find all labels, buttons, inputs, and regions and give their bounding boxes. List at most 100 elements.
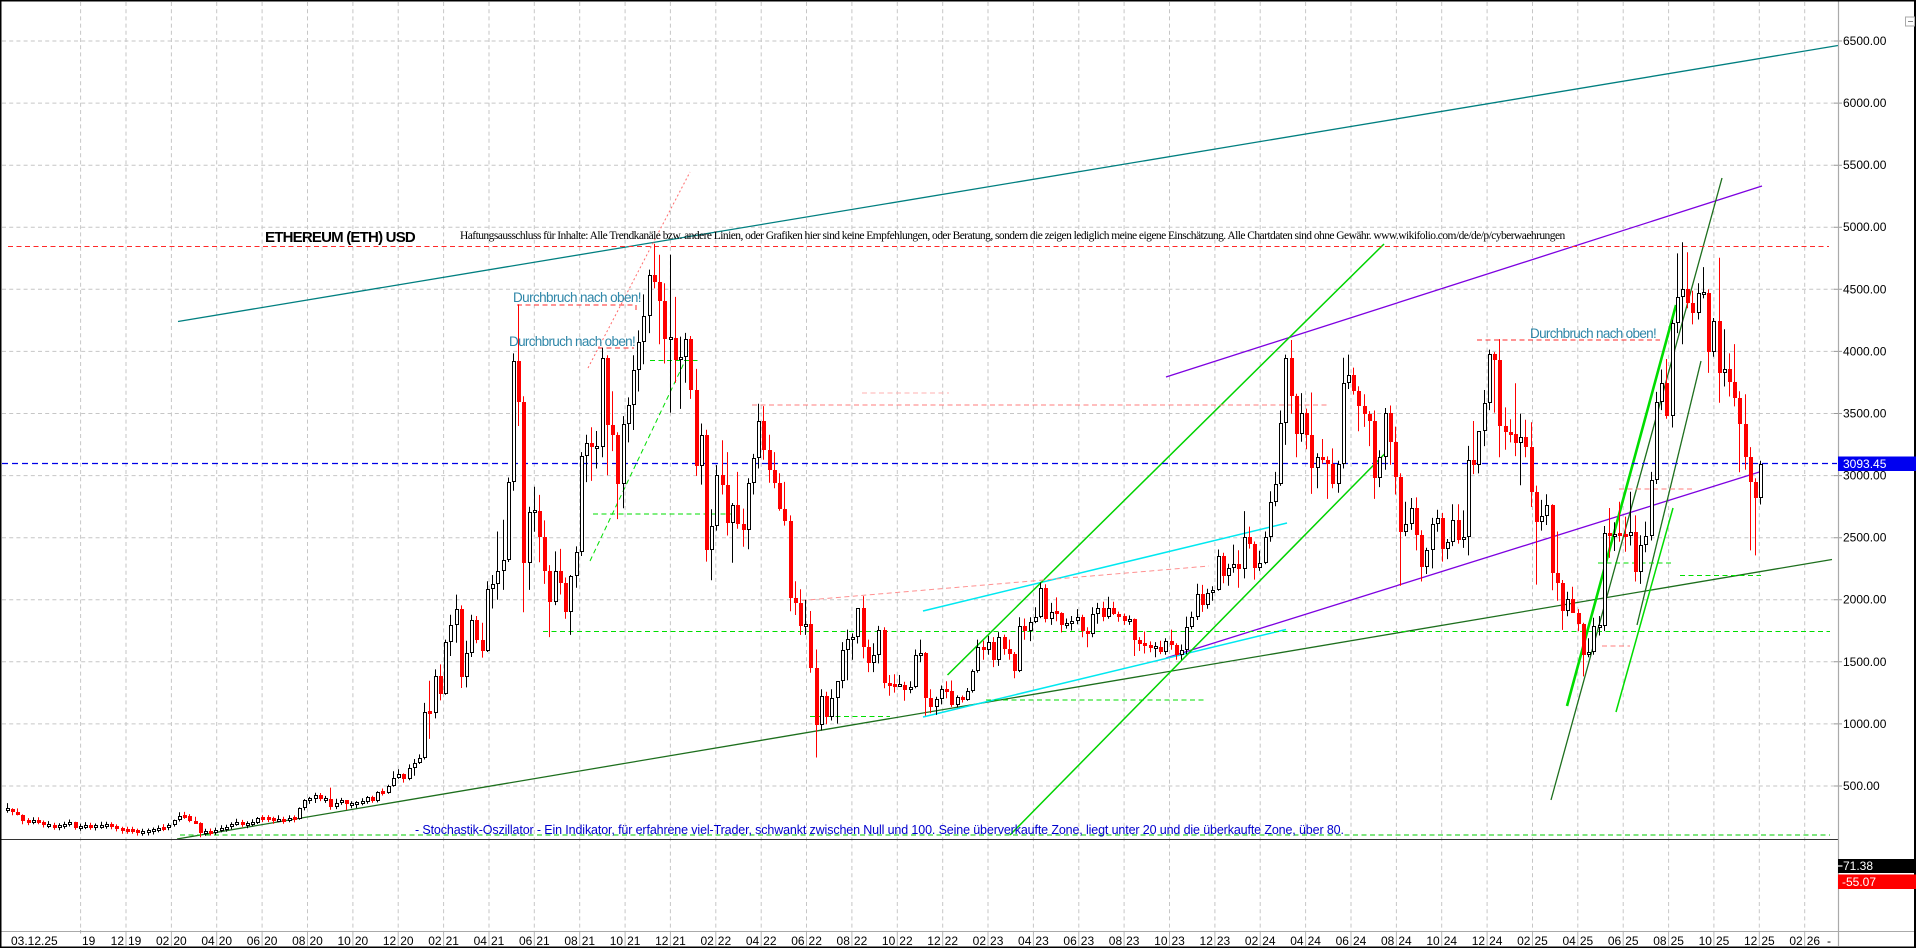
svg-text:12: 12: [383, 934, 397, 948]
svg-text:12: 12: [1200, 934, 1214, 948]
svg-text:12: 12: [111, 934, 125, 948]
svg-text:06: 06: [1608, 934, 1622, 948]
svg-text:24: 24: [1262, 934, 1276, 948]
svg-text:22: 22: [763, 934, 777, 948]
svg-text:08: 08: [1109, 934, 1123, 948]
svg-text:24: 24: [1353, 934, 1367, 948]
svg-text:06: 06: [1063, 934, 1077, 948]
svg-text:71.38: 71.38: [1843, 859, 1873, 873]
svg-text:21: 21: [627, 934, 641, 948]
svg-text:Haftungsausschluss für Inhalte: Haftungsausschluss für Inhalte: Alle Tre…: [460, 230, 1566, 242]
svg-text:22: 22: [809, 934, 823, 948]
svg-text:24: 24: [1444, 934, 1458, 948]
svg-text:23: 23: [1126, 934, 1140, 948]
svg-text:Durchbruch nach oben!: Durchbruch nach oben!: [513, 290, 641, 305]
svg-text:24: 24: [1308, 934, 1322, 948]
svg-text:23: 23: [1172, 934, 1186, 948]
svg-text:3500.00: 3500.00: [1843, 406, 1887, 420]
svg-text:Durchbruch nach oben!: Durchbruch nach oben!: [1530, 326, 1656, 341]
svg-text:10: 10: [1426, 934, 1440, 948]
svg-text:04: 04: [1562, 934, 1576, 948]
svg-text:4500.00: 4500.00: [1843, 282, 1887, 296]
svg-text:-: -: [1827, 934, 1831, 948]
svg-text:04: 04: [474, 934, 488, 948]
svg-text:02: 02: [973, 934, 987, 948]
svg-text:25: 25: [1671, 934, 1685, 948]
svg-text:23: 23: [1035, 934, 1049, 948]
svg-text:04: 04: [746, 934, 760, 948]
svg-text:02: 02: [156, 934, 170, 948]
svg-text:23: 23: [1217, 934, 1231, 948]
svg-text:3093.45: 3093.45: [1843, 457, 1887, 471]
svg-text:12: 12: [1472, 934, 1486, 948]
svg-text:21: 21: [536, 934, 550, 948]
svg-text:ETHEREUM (ETH) USD: ETHEREUM (ETH) USD: [265, 229, 416, 246]
svg-text:02: 02: [700, 934, 714, 948]
svg-text:20: 20: [264, 934, 278, 948]
svg-text:06: 06: [519, 934, 533, 948]
svg-text:24: 24: [1398, 934, 1412, 948]
svg-text:03.12.25: 03.12.25: [11, 934, 58, 948]
svg-text:1000.00: 1000.00: [1843, 717, 1887, 731]
svg-text:23: 23: [990, 934, 1004, 948]
svg-text:1500.00: 1500.00: [1843, 655, 1887, 669]
svg-text:25: 25: [1625, 934, 1639, 948]
svg-text:19: 19: [82, 934, 96, 948]
svg-text:02: 02: [1517, 934, 1531, 948]
svg-text:08: 08: [564, 934, 578, 948]
svg-text:26: 26: [1807, 934, 1821, 948]
svg-text:12: 12: [1744, 934, 1758, 948]
svg-text:21: 21: [582, 934, 596, 948]
svg-text:20: 20: [309, 934, 323, 948]
svg-text:10: 10: [1699, 934, 1713, 948]
svg-text:04: 04: [201, 934, 215, 948]
svg-text:10: 10: [882, 934, 896, 948]
svg-text:10: 10: [337, 934, 351, 948]
svg-text:20: 20: [219, 934, 233, 948]
svg-text:10: 10: [1154, 934, 1168, 948]
svg-text:06: 06: [247, 934, 261, 948]
svg-text:10: 10: [610, 934, 624, 948]
svg-text:04: 04: [1018, 934, 1032, 948]
svg-text:12: 12: [655, 934, 669, 948]
svg-text:06: 06: [791, 934, 805, 948]
svg-text:21: 21: [446, 934, 460, 948]
svg-text:25: 25: [1580, 934, 1594, 948]
svg-text:5500.00: 5500.00: [1843, 158, 1887, 172]
svg-text:5000.00: 5000.00: [1843, 220, 1887, 234]
svg-text:12: 12: [927, 934, 941, 948]
svg-text:23: 23: [1081, 934, 1095, 948]
svg-text:Durchbruch nach oben!: Durchbruch nach oben!: [509, 334, 635, 349]
svg-text:6500.00: 6500.00: [1843, 34, 1887, 48]
svg-text:20: 20: [400, 934, 414, 948]
svg-text:2500.00: 2500.00: [1843, 531, 1887, 545]
svg-text:08: 08: [292, 934, 306, 948]
svg-text:22: 22: [899, 934, 913, 948]
svg-text:20: 20: [355, 934, 369, 948]
svg-text:4000.00: 4000.00: [1843, 344, 1887, 358]
svg-text:25: 25: [1761, 934, 1775, 948]
svg-text:20: 20: [173, 934, 187, 948]
svg-text:2000.00: 2000.00: [1843, 593, 1887, 607]
svg-text:500.00: 500.00: [1843, 779, 1880, 793]
svg-text:08: 08: [1381, 934, 1395, 948]
svg-text:6000.00: 6000.00: [1843, 96, 1887, 110]
svg-text:22: 22: [945, 934, 959, 948]
svg-text:25: 25: [1534, 934, 1548, 948]
svg-text:22: 22: [718, 934, 732, 948]
svg-text:21: 21: [672, 934, 686, 948]
svg-text:02: 02: [428, 934, 442, 948]
svg-text:24: 24: [1489, 934, 1503, 948]
svg-text:25: 25: [1716, 934, 1730, 948]
svg-text:08: 08: [1653, 934, 1667, 948]
svg-text:02: 02: [1789, 934, 1803, 948]
svg-text:-55.07: -55.07: [1842, 875, 1876, 889]
svg-text:04: 04: [1290, 934, 1304, 948]
svg-text:08: 08: [837, 934, 851, 948]
svg-text:06: 06: [1336, 934, 1350, 948]
svg-text:02: 02: [1245, 934, 1259, 948]
svg-text:3000.00: 3000.00: [1843, 469, 1887, 483]
svg-text:21: 21: [491, 934, 505, 948]
svg-text:- Stochastik-Oszillator - Ein: - Stochastik-Oszillator - Ein Indikator,…: [415, 823, 1344, 837]
svg-text:22: 22: [854, 934, 868, 948]
